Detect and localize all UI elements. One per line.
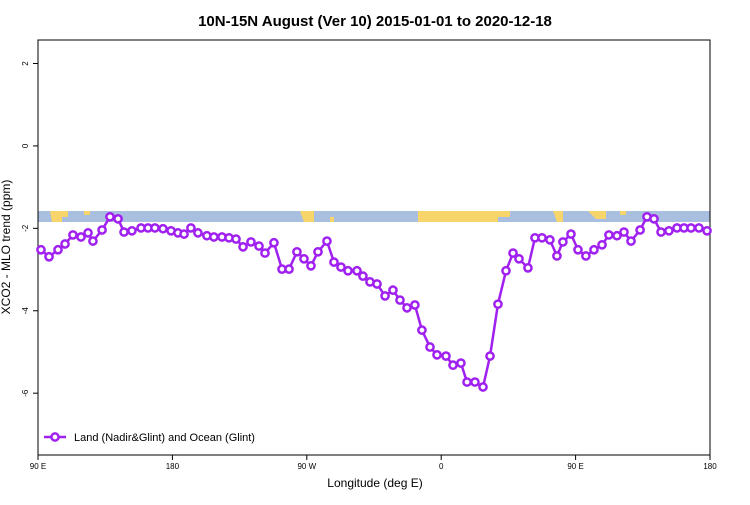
data-point [686,223,696,233]
data-point [694,223,704,233]
data-point [44,251,54,262]
data-point [664,225,674,236]
data-point [380,291,390,301]
data-point [60,239,70,249]
data-point [558,237,568,247]
data-point [179,229,189,239]
data-point [523,263,533,273]
data-point [76,232,86,242]
data-point [597,239,607,250]
plot-frame [37,39,711,456]
data-point [113,214,123,224]
data-point [581,251,591,261]
data-point [158,223,168,234]
data-point [284,264,294,274]
data-point [336,262,346,272]
data-point [635,225,645,235]
x-tick-label: 180 [166,462,180,471]
data-point [501,265,511,276]
data-point [292,246,302,257]
x-tick-label: 180 [703,462,717,471]
data-point [83,228,93,238]
data-point [68,230,78,240]
data-point [508,248,518,258]
data-point [238,242,248,252]
y-axis-label: XCO2 - MLO trend (ppm) [0,180,13,315]
data-point [343,265,353,276]
data-point [441,351,451,361]
data-point [329,257,339,267]
data-point [402,303,412,313]
data-point [313,246,323,257]
data-point [589,244,599,255]
data-point [493,299,503,310]
x-axis-label: Longitude (deg E) [327,476,422,490]
data-point [537,232,547,243]
legend-marker [50,432,60,442]
map-strip [38,211,710,222]
y-tick-label: -4 [21,307,30,315]
data-point [425,342,435,352]
data-point [649,214,659,224]
data-point [573,244,583,255]
data-point [626,236,636,246]
y-tick-label: 2 [21,61,30,66]
data-point [462,377,472,387]
x-tick-label: 90 E [567,462,583,471]
legend-label: Land (Nadir&Glint) and Ocean (Glint) [74,432,255,444]
data-point [150,223,160,233]
data-point [254,241,264,251]
data-point [456,358,466,368]
data-point [269,237,279,248]
data-point [246,237,256,247]
x-tick-label: 90 E [30,462,46,471]
data-point [299,253,309,264]
y-tick-label: -2 [21,224,30,232]
data-point [186,223,196,233]
data-point [209,232,219,242]
data-point [566,229,576,239]
data-point [36,244,46,255]
data-point [322,236,332,246]
x-tick-label: 0 [439,462,444,471]
data-point [702,225,712,236]
data-point [352,265,362,276]
data-point [372,279,382,289]
data-point [619,227,629,237]
data-point [514,253,524,264]
x-tick-label: 90 W [297,462,316,471]
data-point [612,230,622,241]
data-point [388,285,398,296]
series-line [40,215,708,389]
data-point [105,211,115,222]
data-point [260,248,270,258]
data-point [656,227,666,237]
data-point [97,225,107,235]
data-point [552,251,562,261]
data-point [53,244,63,255]
data-point [119,227,129,237]
data-point [545,235,555,245]
data-point [478,382,488,392]
data-point [193,228,203,238]
data-point [485,351,495,361]
data-point [306,260,316,271]
data-point [231,234,241,244]
y-tick-label: -6 [21,389,30,397]
data-point [417,325,427,335]
y-tick-label: 0 [21,143,30,148]
data-point [88,236,98,246]
chart-title: 10N-15N August (Ver 10) 2015-01-01 to 20… [198,13,552,30]
data-point [395,295,405,305]
data-point [432,350,442,360]
data-point [127,225,137,236]
data-point [470,377,480,387]
data-point [448,360,458,371]
data-point [410,300,420,310]
data-point [604,230,614,240]
data-point [358,271,368,281]
